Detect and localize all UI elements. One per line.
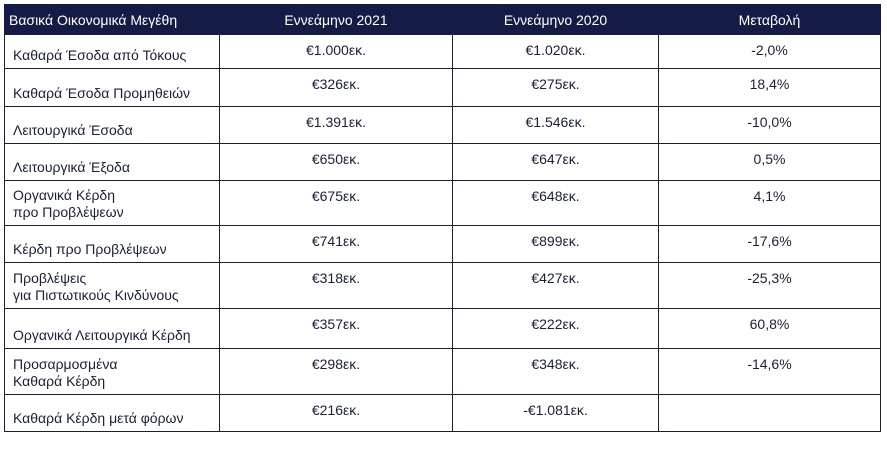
header-change: Μεταβολή	[658, 4, 881, 35]
value-change: 18,4%	[658, 68, 881, 107]
value-2020: €1.020εκ.	[452, 34, 659, 69]
table-row: Καθαρά Έσοδα Προμηθειών €326εκ. €275εκ. …	[4, 68, 881, 107]
row-label: Οργανικά Κέρδη προ Προβλέψεων	[4, 180, 220, 226]
value-2021: €326εκ.	[219, 68, 453, 107]
value-2020: €348εκ.	[452, 348, 659, 395]
value-change: -17,6%	[658, 225, 881, 263]
header-row: Βασικά Οικονομικά Μεγέθη Εννεάμηνο 2021 …	[4, 4, 881, 35]
row-label-line1: Λειτουργικά Έξοδα	[13, 159, 130, 175]
table-row: Προσαρμοσμένα Καθαρά Κέρδη €298εκ. €348εκ…	[4, 348, 881, 395]
value-change: 60,8%	[658, 308, 881, 349]
value-2020: €1.546εκ.	[452, 106, 659, 144]
row-label-line1: Καθαρά Έσοδα Προμηθειών	[13, 85, 191, 101]
row-label-line1: Καθαρά Έσοδα από Τόκους	[13, 47, 187, 63]
value-2020: €647εκ.	[452, 143, 659, 181]
value-2021: €216εκ.	[219, 394, 453, 432]
header-9m-2020: Εννεάμηνο 2020	[452, 4, 659, 35]
row-label: Κέρδη προ Προβλέψεων	[4, 225, 220, 263]
header-metric: Βασικά Οικονομικά Μεγέθη	[4, 4, 220, 35]
value-2020: €275εκ.	[452, 68, 659, 107]
table-row: Οργανικά Κέρδη προ Προβλέψεων €675εκ. €64…	[4, 180, 881, 226]
row-label-line1: Προσαρμοσμένα	[13, 356, 118, 372]
value-change: -14,6%	[658, 348, 881, 395]
table-row: Προβλέψεις για Πιστωτικούς Κινδύνους €318…	[4, 262, 881, 309]
value-2021: €318εκ.	[219, 262, 453, 309]
row-label-line2: προ Προβλέψεων	[13, 204, 124, 220]
value-change: -2,0%	[658, 34, 881, 69]
table-header: Βασικά Οικονομικά Μεγέθη Εννεάμηνο 2021 …	[4, 4, 881, 35]
value-2021: €1.391εκ.	[219, 106, 453, 144]
row-label: Λειτουργικά Έσοδα	[4, 106, 220, 144]
value-change	[658, 394, 881, 432]
row-label-line1: Καθαρά Κέρδη μετά φόρων	[13, 410, 184, 426]
row-label: Προβλέψεις για Πιστωτικούς Κινδύνους	[4, 262, 220, 309]
row-label-line1: Κέρδη προ Προβλέψεων	[13, 241, 167, 257]
value-change: 4,1%	[658, 180, 881, 226]
header-9m-2021: Εννεάμηνο 2021	[219, 4, 453, 35]
table-row: Λειτουργικά Έσοδα €1.391εκ. €1.546εκ. -1…	[4, 106, 881, 144]
value-2021: €357εκ.	[219, 308, 453, 349]
row-label: Καθαρά Έσοδα από Τόκους	[4, 34, 220, 69]
row-label-line1: Προβλέψεις	[13, 270, 87, 286]
value-2020: -€1.081εκ.	[452, 394, 659, 432]
table-row: Οργανικά Λειτουργικά Κέρδη €357εκ. €222ε…	[4, 308, 881, 349]
value-2021: €1.000εκ.	[219, 34, 453, 69]
row-label-line2: για Πιστωτικούς Κινδύνους	[13, 287, 179, 303]
value-2020: €899εκ.	[452, 225, 659, 263]
table-row: Καθαρά Έσοδα από Τόκους €1.000εκ. €1.020…	[4, 34, 881, 69]
value-2021: €675εκ.	[219, 180, 453, 226]
financials-table-container: Βασικά Οικονομικά Μεγέθη Εννεάμηνο 2021 …	[4, 4, 881, 432]
row-label-line1: Οργανικά Λειτουργικά Κέρδη	[13, 327, 191, 343]
value-2020: €222εκ.	[452, 308, 659, 349]
table-row: Λειτουργικά Έξοδα €650εκ. €647εκ. 0,5%	[4, 143, 881, 181]
row-label-line1: Οργανικά Κέρδη	[13, 187, 115, 203]
row-label: Καθαρά Κέρδη μετά φόρων	[4, 394, 220, 432]
row-label-line1: Λειτουργικά Έσοδα	[13, 122, 133, 138]
row-label-line2: Καθαρά Κέρδη	[13, 373, 106, 389]
value-change: 0,5%	[658, 143, 881, 181]
value-2020: €427εκ.	[452, 262, 659, 309]
value-2021: €298εκ.	[219, 348, 453, 395]
row-label: Προσαρμοσμένα Καθαρά Κέρδη	[4, 348, 220, 395]
value-2021: €650εκ.	[219, 143, 453, 181]
value-2020: €648εκ.	[452, 180, 659, 226]
value-change: -25,3%	[658, 262, 881, 309]
row-label: Οργανικά Λειτουργικά Κέρδη	[4, 308, 220, 349]
row-label: Καθαρά Έσοδα Προμηθειών	[4, 68, 220, 107]
table-body: Καθαρά Έσοδα από Τόκους €1.000εκ. €1.020…	[4, 34, 881, 432]
table-row: Καθαρά Κέρδη μετά φόρων €216εκ. -€1.081ε…	[4, 394, 881, 432]
table-row: Κέρδη προ Προβλέψεων €741εκ. €899εκ. -17…	[4, 225, 881, 263]
financials-table: Βασικά Οικονομικά Μεγέθη Εννεάμηνο 2021 …	[4, 4, 881, 432]
value-2021: €741εκ.	[219, 225, 453, 263]
value-change: -10,0%	[658, 106, 881, 144]
row-label: Λειτουργικά Έξοδα	[4, 143, 220, 181]
